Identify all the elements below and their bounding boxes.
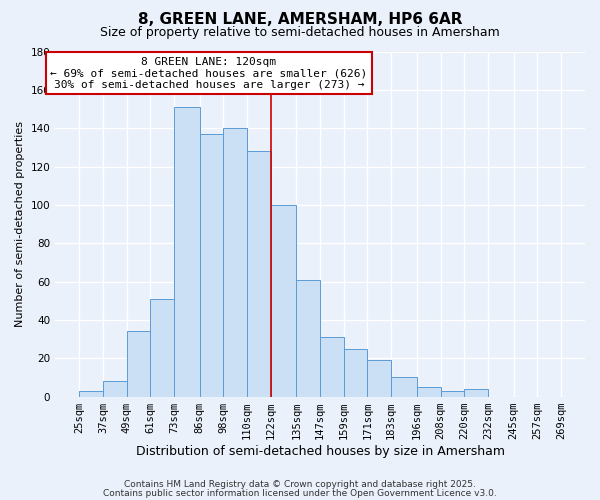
Bar xyxy=(247,151,271,396)
Bar xyxy=(223,128,247,396)
Bar xyxy=(320,337,344,396)
Bar xyxy=(200,134,223,396)
Bar xyxy=(440,391,464,396)
Text: 8, GREEN LANE, AMERSHAM, HP6 6AR: 8, GREEN LANE, AMERSHAM, HP6 6AR xyxy=(138,12,462,28)
Bar xyxy=(79,391,103,396)
X-axis label: Distribution of semi-detached houses by size in Amersham: Distribution of semi-detached houses by … xyxy=(136,444,505,458)
Bar xyxy=(127,332,151,396)
Bar xyxy=(344,348,367,397)
Bar xyxy=(174,107,200,397)
Bar xyxy=(367,360,391,397)
Bar xyxy=(464,389,488,396)
Text: Size of property relative to semi-detached houses in Amersham: Size of property relative to semi-detach… xyxy=(100,26,500,39)
Text: 8 GREEN LANE: 120sqm
← 69% of semi-detached houses are smaller (626)
30% of semi: 8 GREEN LANE: 120sqm ← 69% of semi-detac… xyxy=(50,56,367,90)
Bar xyxy=(296,280,320,396)
Bar xyxy=(391,378,417,396)
Text: Contains public sector information licensed under the Open Government Licence v3: Contains public sector information licen… xyxy=(103,488,497,498)
Bar xyxy=(417,387,440,396)
Bar xyxy=(271,205,296,396)
Bar xyxy=(151,299,174,396)
Y-axis label: Number of semi-detached properties: Number of semi-detached properties xyxy=(15,121,25,327)
Bar xyxy=(103,381,127,396)
Text: Contains HM Land Registry data © Crown copyright and database right 2025.: Contains HM Land Registry data © Crown c… xyxy=(124,480,476,489)
